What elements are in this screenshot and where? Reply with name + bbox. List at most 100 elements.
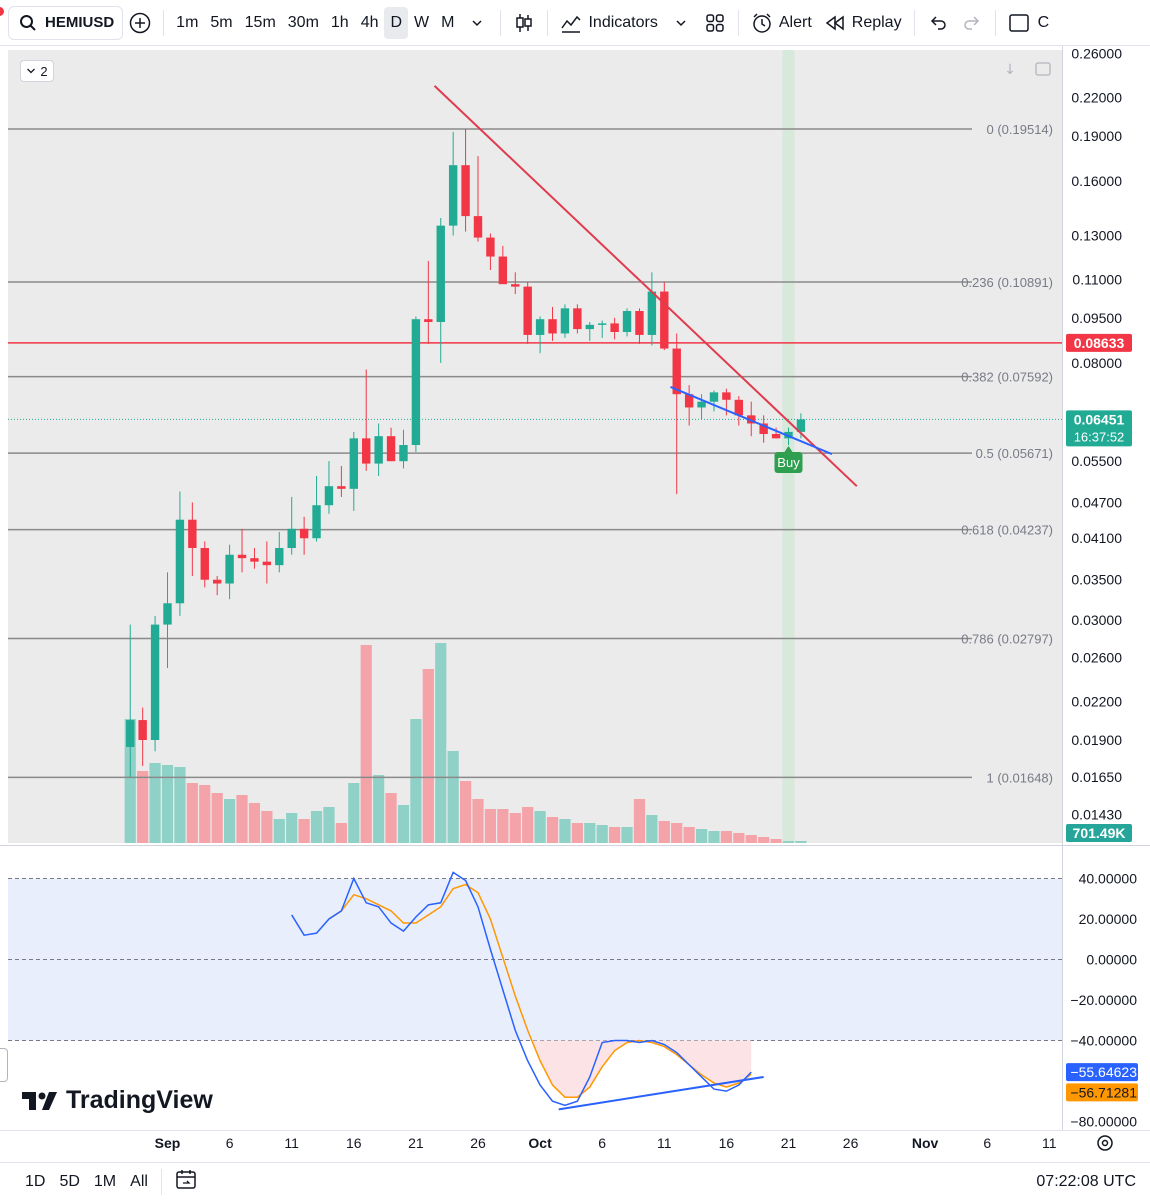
candle-body — [622, 311, 632, 333]
utc-clock[interactable]: 07:22:08 UTC — [1036, 1173, 1136, 1190]
date-range-button[interactable] — [168, 1168, 204, 1195]
candle-body — [399, 445, 408, 462]
volume-value-label: 701.49K — [1073, 825, 1126, 841]
fib-level-label: 0.786 (0.02797) — [961, 632, 1053, 647]
price-tick-label: 0.01650 — [1071, 769, 1122, 785]
volume-bar — [149, 763, 161, 843]
volume-bar — [534, 811, 546, 843]
time-tick-label: 16 — [719, 1135, 735, 1151]
drawing-toolbar-handle[interactable] — [0, 1048, 8, 1082]
interval-5m[interactable]: 5m — [210, 13, 233, 31]
interval-30m[interactable]: 30m — [287, 13, 319, 31]
volume-bar — [720, 831, 732, 843]
osc-k-value-label: −55.64623 — [1070, 1064, 1137, 1080]
volume-bar — [174, 767, 186, 843]
interval-15m[interactable]: 15m — [244, 13, 276, 31]
candle-body — [448, 165, 458, 226]
volume-bar — [397, 805, 410, 843]
alert-button[interactable]: Alert — [745, 7, 818, 39]
interval-4h[interactable]: 4h — [360, 13, 379, 31]
interval-1h[interactable]: 1h — [330, 13, 349, 31]
volume-bar — [261, 811, 273, 843]
candle-body — [635, 311, 644, 335]
interval-m[interactable]: M — [441, 13, 455, 31]
osc-tick-label: −80.00000 — [1070, 1114, 1137, 1130]
candle-body — [486, 237, 495, 257]
candle-body — [349, 438, 358, 489]
range-all[interactable]: All — [130, 1172, 148, 1190]
candle-body — [424, 319, 433, 322]
volume-bar — [658, 821, 670, 843]
undo-icon — [927, 12, 949, 34]
indicators-dropdown[interactable] — [664, 7, 698, 39]
range-1m[interactable]: 1M — [93, 1172, 117, 1190]
volume-bar — [695, 829, 708, 843]
last-price-label: 0.06451 — [1074, 411, 1125, 427]
fib-level-label: 0.618 (0.04237) — [961, 523, 1053, 538]
candle-body — [473, 216, 483, 238]
chart-canvas[interactable]: 0 (0.19514) 0.236 (0.10891) 0.382 (0.07592… — [0, 46, 1150, 1162]
time-tick-label: Oct — [528, 1135, 552, 1151]
replay-button[interactable]: Replay — [818, 7, 908, 39]
symbol-search-button[interactable]: HEMIUSD — [8, 5, 124, 40]
axis-settings-gear-icon[interactable] — [1097, 1135, 1113, 1151]
range-5d[interactable]: 5D — [59, 1172, 80, 1190]
price-tick-label: 0.01900 — [1071, 732, 1122, 748]
redo-button[interactable] — [955, 7, 989, 39]
candle-body — [362, 438, 371, 464]
indicators-label: Indicators — [588, 13, 658, 31]
candle-body — [312, 505, 321, 539]
fib-label-bg — [975, 768, 1060, 787]
buy-signal-badge — [774, 452, 803, 473]
pane-maximize-icon — [1035, 62, 1051, 76]
volume-bar — [459, 781, 472, 843]
fib-label-bg — [975, 629, 1060, 648]
time-tick-label: 6 — [983, 1135, 991, 1151]
interval-dropdown[interactable] — [460, 7, 494, 39]
candle-body — [324, 486, 334, 506]
volume-bar — [646, 815, 658, 843]
price-tick-label: 0.13000 — [1071, 228, 1122, 244]
pane-move-down-icon: ↓ — [1004, 62, 1016, 78]
price-tick-label: 0.09500 — [1071, 310, 1122, 326]
interval-w[interactable]: W — [414, 13, 430, 31]
price-tick-label: 0.03000 — [1071, 612, 1122, 628]
compare-symbol-button[interactable] — [123, 7, 157, 39]
candle-body — [672, 348, 681, 395]
fullscreen-button[interactable]: C — [1002, 7, 1056, 39]
chart-type-button[interactable] — [507, 7, 541, 39]
time-tick-label: 26 — [470, 1135, 486, 1151]
volume-bar — [360, 645, 372, 843]
candle-body — [734, 399, 744, 416]
undo-button[interactable] — [921, 7, 955, 39]
volume-bar — [484, 809, 497, 843]
osc-tick-label: 20.00000 — [1079, 911, 1138, 927]
price-tick-label: 0.19000 — [1071, 128, 1122, 144]
interval-d[interactable]: D — [384, 6, 409, 39]
volume-bar — [596, 825, 608, 843]
candle-body — [660, 291, 669, 349]
candle-body — [548, 319, 557, 334]
volume-bar — [758, 837, 770, 843]
osc-tick-label: 0.00000 — [1086, 952, 1137, 968]
chevron-down-icon — [670, 12, 692, 34]
volume-bar — [770, 839, 782, 843]
buy-signal-label: Buy — [777, 455, 800, 470]
volume-bar — [621, 827, 633, 843]
candle-body — [262, 561, 272, 566]
osc-tick-label: −40.00000 — [1070, 1033, 1137, 1049]
range-1d[interactable]: 1D — [25, 1172, 46, 1190]
toolbar-divider — [994, 9, 996, 36]
candle-body — [163, 603, 172, 625]
notification-dot — [0, 7, 4, 16]
indicators-button[interactable]: Indicators — [554, 7, 663, 39]
candle-body — [250, 558, 259, 562]
interval-1m[interactable]: 1m — [176, 13, 199, 31]
legend-collapse-button[interactable]: 2 — [20, 60, 54, 82]
volume-bar — [161, 765, 174, 843]
volume-bar — [124, 719, 136, 843]
toolbar-divider — [163, 9, 165, 36]
volume-bar — [186, 783, 198, 843]
fib-level-label: 0 (0.19514) — [987, 122, 1054, 137]
layouts-button[interactable] — [698, 7, 732, 39]
